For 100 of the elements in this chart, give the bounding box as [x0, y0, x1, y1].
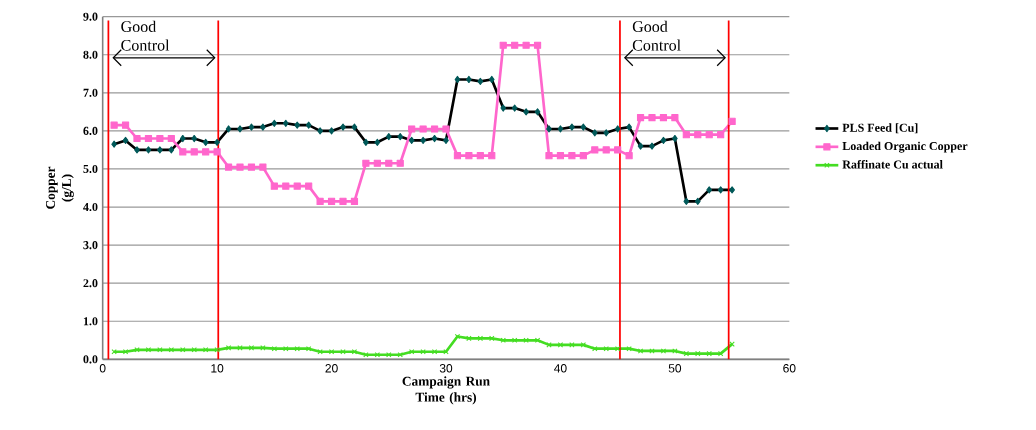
point: [225, 345, 232, 351]
annotation: Good Control: [632, 20, 681, 51]
point: [728, 117, 736, 125]
point: [191, 347, 197, 353]
point: [305, 182, 313, 190]
point: [602, 146, 610, 154]
point: [671, 113, 679, 122]
point: [145, 347, 152, 353]
point: [133, 134, 141, 143]
point: [213, 148, 221, 156]
point: [626, 345, 632, 352]
x-axis-title: Campaign Run Time (hrs): [402, 376, 490, 405]
point: [214, 347, 220, 353]
point: [339, 197, 347, 205]
point: [591, 146, 599, 154]
y-tick-label: 2.0: [83, 279, 98, 288]
point: [144, 134, 153, 143]
annotation: Good Control: [121, 20, 170, 51]
point: [625, 152, 633, 160]
point: [396, 159, 404, 167]
point: [546, 342, 552, 348]
point: [122, 349, 129, 355]
point: [442, 125, 450, 133]
point: [121, 121, 130, 129]
point: [373, 159, 381, 167]
point: [167, 134, 175, 143]
point: [408, 349, 415, 355]
point: [614, 146, 622, 154]
point: [247, 163, 256, 171]
y-axis-title: Copper (g/L): [46, 166, 74, 209]
x-tick-label: 0: [99, 364, 106, 373]
point: [386, 352, 392, 358]
point: [248, 345, 255, 351]
legend-label: PLS Feed [Cu]: [842, 123, 918, 134]
point: [717, 131, 725, 139]
point: [350, 197, 359, 205]
y-tick-label: 6.0: [83, 126, 98, 135]
point: [603, 345, 609, 352]
point: [592, 345, 598, 352]
point: [523, 337, 529, 344]
point: [340, 349, 346, 355]
point: [637, 348, 644, 354]
point: [419, 125, 427, 133]
legend-label: Raffinate Cu actual: [842, 159, 943, 169]
point: [499, 41, 507, 49]
point: [557, 342, 564, 348]
point: [672, 348, 678, 354]
point: [545, 152, 553, 160]
point: [168, 347, 175, 353]
x-tick-label: 60: [783, 364, 796, 373]
point: [317, 349, 323, 355]
y-tick-label: 5.0: [83, 164, 98, 174]
point: [156, 134, 164, 143]
y-tick-label: 1.0: [83, 317, 98, 326]
point: [729, 341, 735, 347]
point: [305, 345, 312, 352]
x-tick-label: 30: [439, 364, 453, 373]
point: [408, 125, 416, 133]
point: [282, 182, 290, 190]
point: [556, 152, 565, 160]
x-tick-label: 50: [668, 364, 682, 373]
point: [477, 335, 484, 342]
point: [648, 113, 656, 122]
point: [328, 349, 335, 355]
point: [660, 348, 667, 354]
point: [180, 347, 186, 353]
point: [374, 352, 381, 358]
x-tick-label: 10: [211, 364, 224, 373]
point: [534, 337, 541, 344]
point: [236, 163, 244, 171]
point: [488, 152, 496, 160]
point: [453, 152, 462, 160]
point: [294, 345, 300, 352]
point: [327, 197, 336, 205]
point: [202, 148, 210, 156]
point: [179, 148, 187, 156]
point: [134, 347, 140, 353]
point: [476, 152, 484, 160]
point: [511, 41, 519, 49]
point: [682, 131, 690, 139]
point: [533, 41, 542, 49]
point: [443, 349, 449, 355]
point: [636, 113, 645, 122]
point: [489, 335, 495, 342]
point: [316, 197, 324, 205]
point: [190, 148, 198, 156]
point: [110, 121, 118, 129]
point: [362, 159, 370, 167]
point: [568, 152, 576, 160]
point: [397, 352, 403, 358]
point: [431, 349, 438, 355]
point: [717, 350, 724, 357]
point: [293, 182, 301, 190]
x-tick-label: 40: [554, 364, 567, 373]
point: [579, 152, 587, 160]
point: [694, 131, 702, 139]
point: [465, 152, 473, 160]
y-tick-label: 4.0: [83, 202, 98, 212]
point: [270, 182, 278, 190]
point: [224, 163, 233, 171]
